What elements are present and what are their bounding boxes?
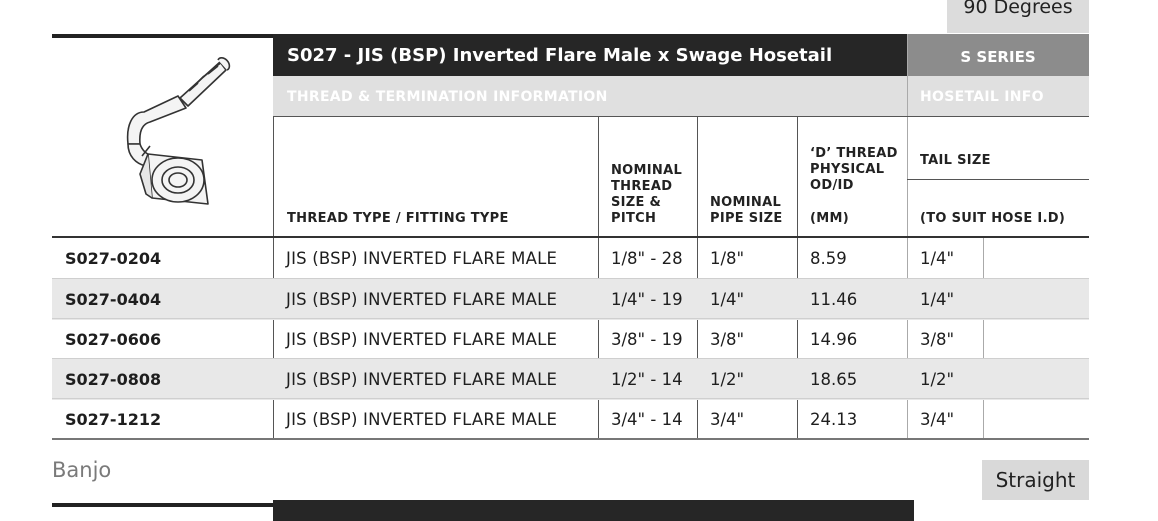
fitting-type: JIS (BSP) INVERTED FLARE MALE <box>286 330 558 349</box>
tail-size: 1/4" <box>920 290 955 309</box>
col-thread-type: THREAD TYPE / FITTING TYPE <box>273 116 598 237</box>
tail-size: 1/2" <box>920 370 955 389</box>
part-code: S027-1212 <box>65 410 162 429</box>
header-bottom-rule <box>52 236 1089 238</box>
col-nominal-thread-line: SIZE & <box>611 195 662 210</box>
nominal-pipe: 1/4" <box>710 290 745 309</box>
col-nominal-pipe-line: PIPE SIZE <box>710 211 783 226</box>
tail-size: 1/4" <box>920 249 955 268</box>
col-d-thread-unit: (MM) <box>810 211 849 226</box>
next-table-header <box>273 500 914 521</box>
section-thread-info: THREAD & TERMINATION INFORMATION <box>273 76 907 116</box>
col-nominal-thread: NOMINAL THREAD SIZE & PITCH <box>598 116 697 237</box>
grid-line <box>273 116 1089 117</box>
col-nominal-pipe: NOMINAL PIPE SIZE <box>697 116 797 237</box>
col-tail-size-label: TAIL SIZE <box>920 153 991 168</box>
col-nominal-pipe-line: NOMINAL <box>710 195 782 210</box>
fitting-type: JIS (BSP) INVERTED FLARE MALE <box>286 249 558 268</box>
grid-line <box>598 116 599 439</box>
col-d-thread-line: ‘D’ THREAD <box>810 146 898 161</box>
nominal-pipe: 1/2" <box>710 370 745 389</box>
product-image-cell <box>52 38 274 236</box>
fitting-type: JIS (BSP) INVERTED FLARE MALE <box>286 290 558 309</box>
row-divider <box>52 318 1089 319</box>
grid-line <box>983 237 984 439</box>
part-code: S027-0606 <box>65 330 162 349</box>
grid-line <box>907 179 1089 180</box>
table-row: S027-0606 JIS (BSP) INVERTED FLARE MALE … <box>52 319 1089 360</box>
tab-90-degrees-label: 90 Degrees <box>963 0 1073 18</box>
next-table-rule <box>52 503 274 521</box>
table-bottom-rule <box>52 438 1089 440</box>
table-row: S027-0404 JIS (BSP) INVERTED FLARE MALE … <box>52 279 1089 320</box>
series-label: S SERIES <box>907 34 1089 76</box>
section-heading-banjo: Banjo <box>52 458 112 482</box>
nominal-thread: 3/8" - 19 <box>611 330 683 349</box>
nominal-pipe: 3/8" <box>710 330 745 349</box>
col-nominal-thread-line: PITCH <box>611 211 657 226</box>
table-title: S027 - JIS (BSP) Inverted Flare Male x S… <box>273 34 907 76</box>
grid-line <box>697 116 698 439</box>
tail-size: 3/4" <box>920 410 955 429</box>
col-tail-size-note: (TO SUIT HOSE I.D) <box>920 211 1066 226</box>
nominal-pipe: 3/4" <box>710 410 745 429</box>
table-row: S027-1212 JIS (BSP) INVERTED FLARE MALE … <box>52 399 1089 440</box>
d-thread-od: 11.46 <box>810 290 858 309</box>
nominal-thread: 1/4" - 19 <box>611 290 683 309</box>
col-nominal-thread-line: NOMINAL <box>611 163 683 178</box>
section-hosetail-info: HOSETAIL INFO <box>907 76 1089 116</box>
nominal-pipe: 1/8" <box>710 249 745 268</box>
tab-90-degrees[interactable]: 90 Degrees <box>947 0 1089 33</box>
row-divider <box>52 398 1089 399</box>
row-divider <box>52 278 1089 279</box>
tail-size: 3/8" <box>920 330 955 349</box>
grid-line <box>797 116 798 439</box>
part-code: S027-0204 <box>65 249 162 268</box>
top-rule <box>52 34 274 38</box>
fitting-type: JIS (BSP) INVERTED FLARE MALE <box>286 370 558 389</box>
part-code: S027-0404 <box>65 290 162 309</box>
part-code: S027-0808 <box>65 370 162 389</box>
nominal-thread: 1/8" - 28 <box>611 249 683 268</box>
d-thread-od: 14.96 <box>810 330 858 349</box>
col-d-thread-line: OD/ID <box>810 178 854 193</box>
d-thread-od: 8.59 <box>810 249 847 268</box>
table-row: S027-0204 JIS (BSP) INVERTED FLARE MALE … <box>52 238 1089 279</box>
elbow-hose-fitting-icon <box>126 57 231 205</box>
col-d-thread: ‘D’ THREAD PHYSICAL OD/ID (MM) <box>797 116 907 237</box>
row-divider <box>52 358 1089 359</box>
table-row: S027-0808 JIS (BSP) INVERTED FLARE MALE … <box>52 359 1089 400</box>
grid-line <box>273 116 274 439</box>
col-thread-type-label: THREAD TYPE / FITTING TYPE <box>287 211 509 226</box>
tab-straight[interactable]: Straight <box>982 460 1089 500</box>
col-nominal-thread-line: THREAD <box>611 179 673 194</box>
nominal-thread: 1/2" - 14 <box>611 370 683 389</box>
fitting-type: JIS (BSP) INVERTED FLARE MALE <box>286 410 558 429</box>
col-d-thread-line: PHYSICAL <box>810 162 885 177</box>
d-thread-od: 24.13 <box>810 410 858 429</box>
col-tail-size: TAIL SIZE (TO SUIT HOSE I.D) <box>907 116 1089 237</box>
d-thread-od: 18.65 <box>810 370 858 389</box>
nominal-thread: 3/4" - 14 <box>611 410 683 429</box>
